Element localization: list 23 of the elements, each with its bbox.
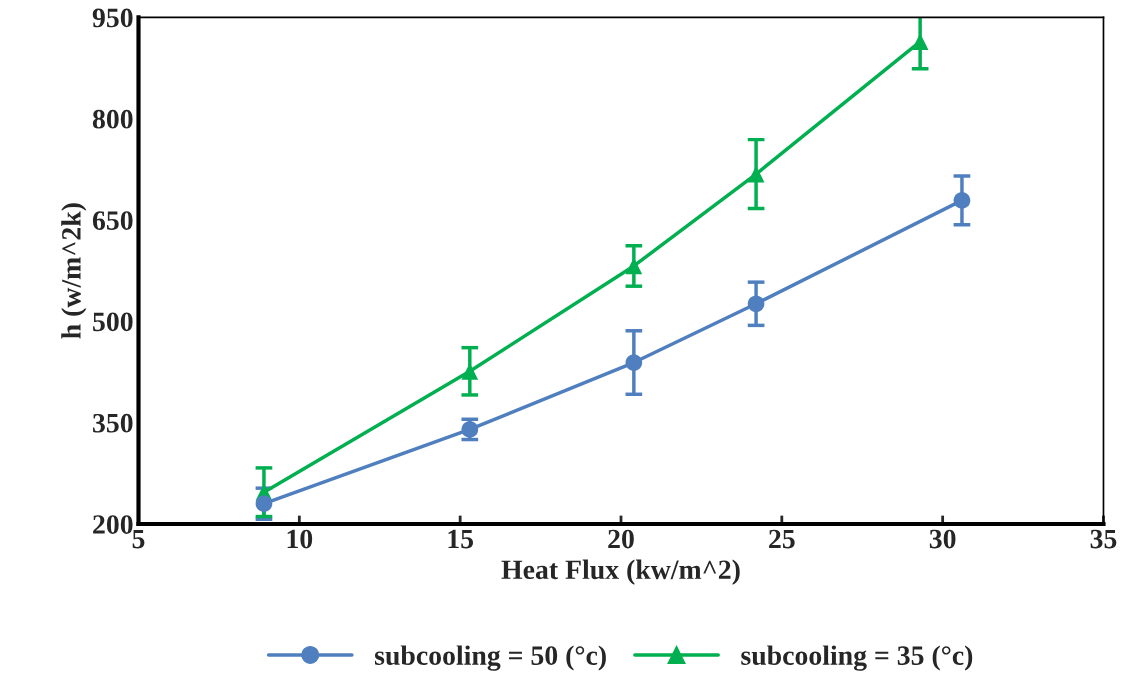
y-tick-label: 350 xyxy=(93,413,133,433)
y-tick-label: 650 xyxy=(92,211,133,230)
y-tick-label: 500 xyxy=(93,312,133,332)
point xyxy=(953,192,971,209)
x-tick-label: 20 xyxy=(608,529,634,549)
point xyxy=(911,33,929,50)
y-axis-title: h (w/m^2k) xyxy=(61,203,87,339)
point xyxy=(747,295,765,313)
x-tick-label: 25 xyxy=(769,529,795,549)
x-tick-label: 35 xyxy=(1090,529,1117,549)
point xyxy=(461,421,479,438)
x-tick-label: 5 xyxy=(132,529,145,549)
legend-label: subcooling = 50 (°c) xyxy=(374,645,606,671)
point xyxy=(255,495,273,513)
x-tick-label: 30 xyxy=(929,529,956,549)
legend-label: subcooling = 35 (°c) xyxy=(741,645,973,671)
y-tick-label: 200 xyxy=(93,515,133,534)
y-tick-label: 800 xyxy=(92,109,133,129)
point xyxy=(625,354,643,371)
x-axis-title: Heat Flux (kw/m^2) xyxy=(501,559,740,585)
x-tick-label: 10 xyxy=(287,529,313,549)
y-tick-label: 950 xyxy=(92,8,133,28)
x-tick-label: 15 xyxy=(448,529,474,549)
